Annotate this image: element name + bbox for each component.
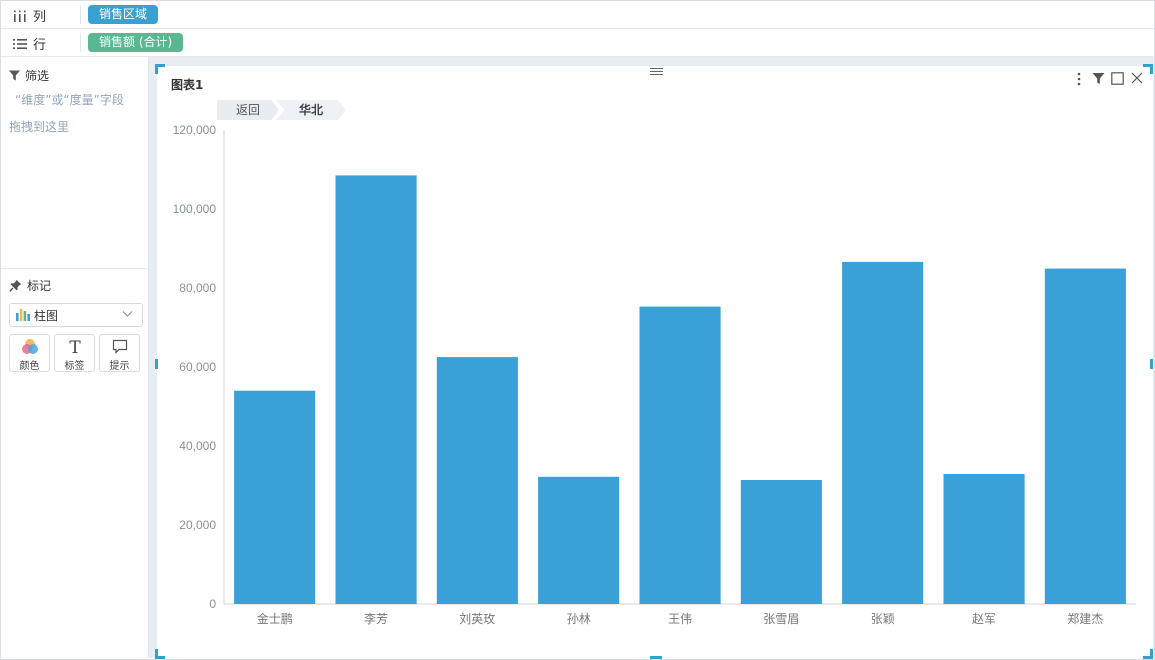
close-icon[interactable] [1131,72,1143,84]
x-tick-label: 李芳 [364,611,388,626]
x-tick-label: 金士鹏 [257,611,293,626]
resize-handle[interactable] [1143,64,1153,67]
tooltip-button[interactable]: 提示 [99,334,140,372]
label-button-label: 标签 [64,361,85,372]
filter-drop-hint-2[interactable]: 拖拽到这里 [9,120,70,134]
resize-handle[interactable] [1150,649,1153,659]
filter-icon [9,70,20,81]
bar[interactable] [842,261,924,604]
y-tick-label: 40,000 [179,439,216,453]
breadcrumb-back[interactable]: 返回 [217,100,279,120]
label-button[interactable]: T 标签 [54,334,95,372]
breadcrumb-current[interactable]: 华北 [276,100,346,120]
pin-icon [9,279,22,292]
resize-handle[interactable] [155,64,158,74]
svg-text:T: T [69,338,81,356]
rows-shelf[interactable]: 行 销售额 (合计) [1,29,1154,57]
color-button[interactable]: 颜色 [9,334,50,372]
tooltip-icon [112,339,127,354]
y-tick-label: 60,000 [179,360,216,374]
color-icon [21,339,38,354]
rows-label: 行 [33,38,47,53]
x-tick-label: 王伟 [668,612,692,626]
resize-handle[interactable] [155,64,165,67]
row-field-pill[interactable]: 销售额 (合计) [88,33,184,52]
rows-shelf-label: 行 [13,34,46,53]
resize-handle[interactable] [155,649,158,659]
x-tick-label: 孙林 [567,612,591,626]
bar[interactable] [436,357,518,604]
bar-chart-icon [16,309,30,321]
columns-shelf[interactable]: 列 销售区域 [1,1,1154,29]
x-tick-label: 赵军 [972,612,996,626]
columns-icon [14,10,26,22]
shelf-divider [80,5,81,24]
panel-separator [1,268,148,269]
columns-shelf-label: 列 [13,6,46,25]
bar[interactable] [234,390,316,604]
y-tick-label: 120,000 [173,123,217,137]
resize-handle[interactable] [1150,359,1153,369]
tooltip-button-label: 提示 [109,361,130,372]
bar[interactable] [538,476,620,604]
mark-type-select[interactable]: 柱图 [9,303,143,327]
x-tick-label: 刘英玫 [459,611,495,626]
y-tick-label: 100,000 [173,202,217,216]
x-tick-label: 张雪眉 [763,612,799,626]
resize-handle[interactable] [1143,656,1153,659]
chart-title: 图表1 [171,78,204,92]
x-tick-label: 郑建杰 [1067,611,1103,626]
bar[interactable] [335,175,417,604]
filter-drop-hint[interactable]: “维度”或“度量”字段 [15,93,124,107]
shelf-divider [80,33,81,52]
more-icon[interactable] [1075,72,1083,86]
bar[interactable] [639,306,721,604]
resize-handle[interactable] [650,656,662,659]
bar-chart: 0 20,000 40,000 60,000 80,000 100,000 120,000 金… [173,123,1136,626]
drag-grip-icon[interactable] [650,68,663,76]
filter-icon[interactable] [1092,72,1105,85]
marks-panel-title: 标记 [9,277,51,294]
rows-icon [13,38,27,49]
filter-title-text: 筛选 [25,69,50,83]
y-tick-label: 0 [209,597,216,611]
color-button-label: 颜色 [19,361,40,372]
y-tick-label: 80,000 [179,281,216,295]
left-panel: 筛选 “维度”或“度量”字段 拖拽到这里 标记 柱图 颜色 T [1,57,149,658]
bar[interactable] [740,480,822,604]
columns-label: 列 [33,10,47,25]
marks-title-text: 标记 [27,279,52,293]
x-tick-label: 张颖 [871,612,895,626]
chevron-down-icon [122,311,133,317]
resize-handle[interactable] [1150,64,1153,74]
filter-panel-title: 筛选 [9,67,49,84]
mark-type-value: 柱图 [34,309,59,323]
y-tick-label: 20,000 [179,518,216,532]
resize-handle[interactable] [155,656,165,659]
maximize-icon[interactable] [1111,72,1124,85]
bar[interactable] [943,474,1025,604]
resize-handle[interactable] [155,359,158,369]
column-field-pill[interactable]: 销售区域 [88,5,159,24]
text-icon: T [69,338,81,356]
bar[interactable] [1044,268,1126,604]
